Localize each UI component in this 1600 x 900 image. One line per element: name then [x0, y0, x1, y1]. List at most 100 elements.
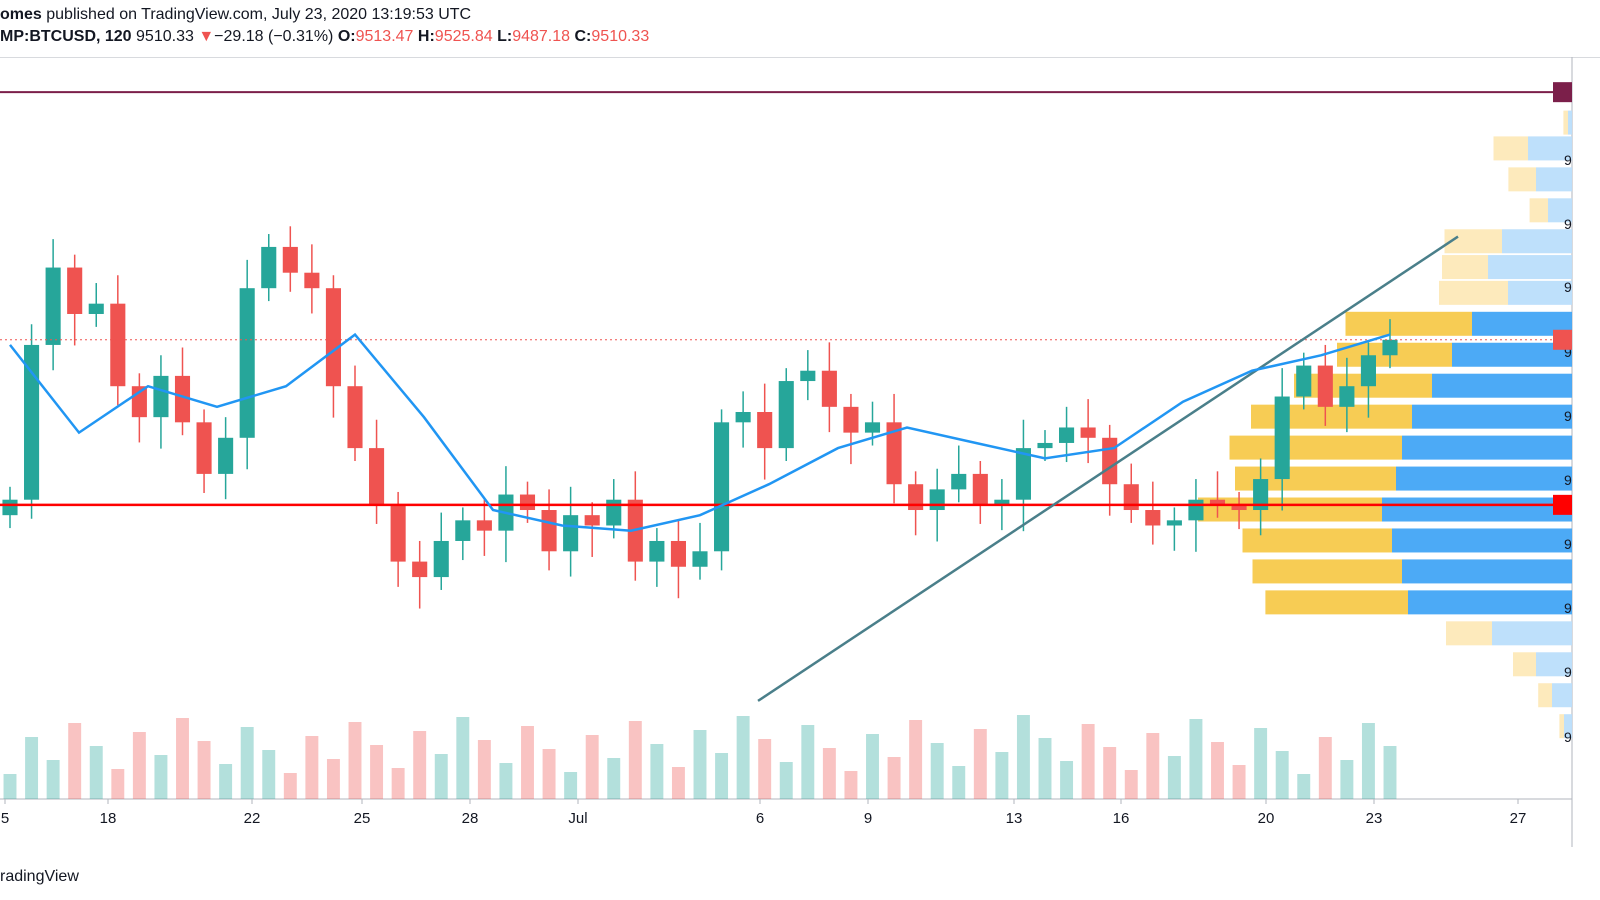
volume-bar — [822, 748, 836, 799]
high-label: H: — [417, 28, 435, 45]
symbol-label[interactable]: MP:BTCUSD, 120 — [0, 28, 132, 45]
volume-profile-up-bar — [1345, 311, 1472, 336]
volume-profile-down-bar — [1536, 167, 1572, 192]
price-axis-tag — [1553, 494, 1572, 515]
volume-bar — [434, 754, 448, 799]
candle-body — [735, 412, 751, 423]
volume-bar — [693, 730, 707, 799]
volume-profile-up-bar — [1442, 255, 1488, 280]
candle-body — [1102, 437, 1118, 485]
volume-bar — [262, 750, 276, 799]
price-tick-label: 9 — [1564, 536, 1572, 552]
volume-profile-up-bar — [1508, 167, 1536, 192]
candle-body — [670, 540, 686, 567]
volume-bar — [219, 764, 233, 799]
time-tick-label: 13 — [1006, 810, 1023, 827]
price-axis-tag — [1553, 329, 1572, 350]
candle-body — [886, 422, 902, 485]
candle-body — [908, 484, 924, 511]
volume-bar — [844, 771, 858, 799]
volume-bar — [1189, 719, 1203, 799]
volume-bar — [1232, 765, 1246, 799]
candle-body — [67, 267, 83, 314]
price-tick-label: 9 — [1564, 216, 1572, 232]
candle-body — [864, 422, 881, 433]
candle-body — [45, 267, 61, 345]
volume-bar — [348, 722, 362, 799]
volume-bar — [283, 773, 297, 799]
volume-profile-down-bar — [1528, 136, 1572, 161]
volume-bar — [456, 717, 470, 799]
volume-profile-up-bar — [1252, 559, 1402, 584]
volume-bar — [89, 746, 103, 799]
price-tick-label: 9 — [1564, 729, 1572, 745]
candle-body — [1317, 365, 1333, 407]
candle-body — [347, 386, 363, 449]
time-tick-label: 27 — [1510, 810, 1527, 827]
candle-body — [563, 515, 579, 552]
volume-bar — [715, 753, 729, 799]
volume-profile-down-bar — [1564, 714, 1572, 739]
price-tick-label: 9 — [1564, 344, 1572, 360]
candle-body — [519, 494, 536, 511]
volume-bar — [326, 759, 340, 799]
volume-bar — [477, 740, 491, 799]
volume-bar — [952, 766, 966, 799]
candle-body — [714, 422, 730, 552]
volume-bar — [779, 762, 793, 799]
candle-body — [282, 246, 298, 273]
volume-bar — [46, 760, 60, 799]
author-name[interactable]: omes — [0, 6, 42, 23]
candle-body — [325, 288, 341, 387]
volume-bar — [1081, 724, 1095, 799]
volume-bar — [887, 757, 901, 799]
moving-average-line — [9, 332, 1391, 532]
volume-bar — [1383, 746, 1397, 799]
open-label: O: — [337, 28, 356, 45]
volume-profile-up-bar — [1559, 714, 1564, 739]
volume-bar — [1318, 737, 1332, 799]
candle-body — [304, 272, 320, 289]
candle-body — [606, 499, 622, 526]
volume-bar — [1146, 733, 1160, 799]
volume-profile-down-bar — [1392, 528, 1572, 553]
volume-bar — [68, 723, 82, 799]
candle-body — [1059, 427, 1075, 443]
volume-bar — [1361, 723, 1375, 799]
volume-profile — [1198, 110, 1572, 739]
volume-profile-up-bar — [1529, 198, 1548, 223]
price-change: −29.18 (−0.31%) — [214, 28, 334, 45]
brand-text[interactable]: radingView — [0, 868, 79, 885]
volume-bar — [1297, 774, 1311, 799]
price-chart[interactable]: 5 18 22 25 28 Jul 6 9 13 16 20 23 27 9 9 9 9 9 9 9 9 9 9 9 — [0, 57, 1600, 847]
candle-body — [1339, 386, 1355, 407]
volume-bar — [413, 731, 427, 799]
volume-profile-down-bar — [1452, 342, 1572, 367]
volume-profile-up-bar — [1265, 590, 1408, 615]
volume-profile-down-bar — [1396, 466, 1572, 491]
candle-body — [1037, 442, 1053, 449]
trendline[interactable] — [757, 235, 1459, 702]
volume-bar — [154, 755, 168, 799]
candle-body — [1296, 365, 1312, 397]
candle-body — [110, 303, 126, 387]
price-tick-label: 9 — [1564, 152, 1572, 168]
time-tick-label: 23 — [1366, 810, 1383, 827]
volume-profile-down-bar — [1552, 683, 1572, 708]
candle-body — [369, 448, 385, 505]
candle-body — [1382, 339, 1398, 356]
candle-body — [261, 246, 277, 289]
volume-bar — [521, 726, 534, 799]
volume-bar — [132, 732, 146, 799]
candle-body — [153, 375, 169, 418]
volume-bar — [197, 741, 211, 799]
time-tick-label: 28 — [462, 810, 479, 827]
close-value: 9510.33 — [591, 28, 650, 45]
candle-body — [843, 406, 859, 433]
volume-bar — [3, 774, 17, 799]
volume-profile-up-bar — [1242, 528, 1392, 553]
candle-body — [541, 510, 557, 552]
candle-body — [1080, 427, 1096, 438]
time-tick-label: 6 — [756, 810, 764, 827]
candle-body — [2, 499, 18, 516]
